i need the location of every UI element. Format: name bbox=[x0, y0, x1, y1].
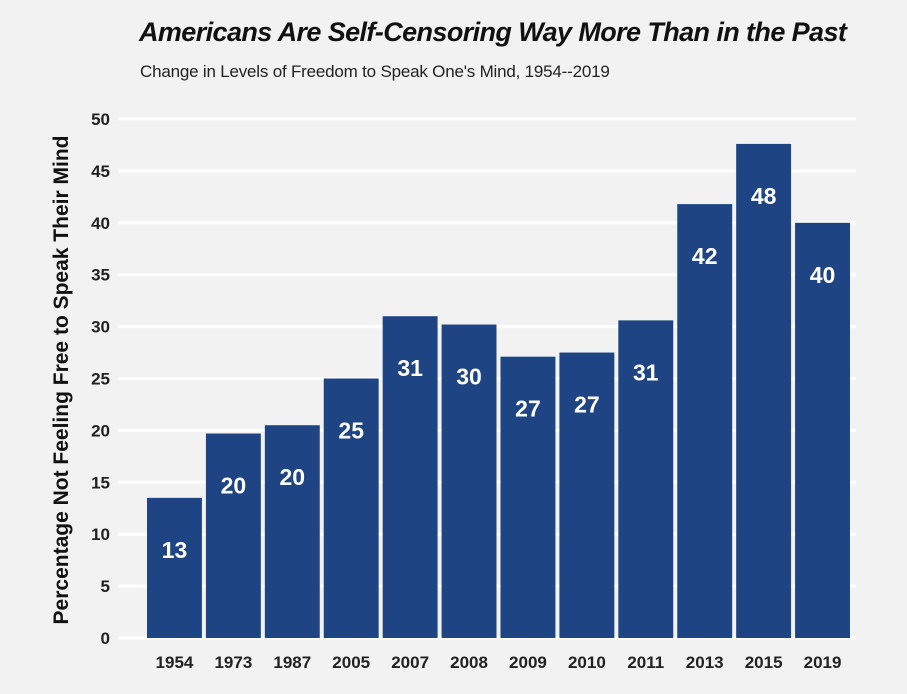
y-tick-label: 45 bbox=[91, 162, 110, 181]
x-tick-label: 2007 bbox=[391, 653, 429, 672]
chart-title: Americans Are Self-Censoring Way More Th… bbox=[139, 17, 847, 47]
y-tick-label: 35 bbox=[91, 266, 110, 285]
y-tick-label: 15 bbox=[91, 473, 110, 492]
x-tick-label: 2005 bbox=[332, 653, 370, 672]
y-tick-label: 25 bbox=[91, 370, 110, 389]
bar bbox=[264, 425, 320, 638]
data-label: 31 bbox=[397, 355, 423, 381]
x-tick-label: 1987 bbox=[273, 653, 311, 672]
data-label: 20 bbox=[279, 464, 305, 490]
y-axis-ticks: 0 5 10 15 20 25 30 35 40 45 50 bbox=[91, 110, 110, 648]
x-axis-ticks: 1954 1973 1987 2005 2007 2008 2009 2010 2011 2013… bbox=[156, 653, 842, 672]
data-label: 42 bbox=[692, 243, 718, 269]
x-tick-label: 2010 bbox=[568, 653, 606, 672]
chart-subtitle: Change in Levels of Freedom to Speak One… bbox=[140, 62, 610, 81]
data-labels: 13 20 20 25 31 30 27 27 31 42 48 40 bbox=[162, 183, 836, 563]
x-tick-label: 2013 bbox=[686, 653, 724, 672]
x-tick-label: 2008 bbox=[450, 653, 488, 672]
y-tick-label: 20 bbox=[91, 421, 110, 440]
bars bbox=[147, 143, 850, 639]
bar bbox=[677, 204, 733, 638]
x-tick-label: 2015 bbox=[745, 653, 783, 672]
y-tick-label: 0 bbox=[101, 629, 110, 648]
x-tick-label: 1973 bbox=[214, 653, 252, 672]
y-tick-label: 5 bbox=[101, 577, 110, 596]
data-label: 27 bbox=[515, 396, 541, 422]
data-label: 40 bbox=[810, 262, 836, 288]
bar bbox=[618, 320, 674, 638]
y-tick-label: 10 bbox=[91, 525, 110, 544]
x-tick-label: 1954 bbox=[156, 653, 194, 672]
data-label: 30 bbox=[456, 364, 482, 390]
x-tick-label: 2019 bbox=[804, 653, 842, 672]
bar bbox=[500, 356, 556, 638]
data-label: 20 bbox=[221, 473, 247, 499]
bar bbox=[441, 324, 497, 638]
y-tick-label: 30 bbox=[91, 318, 110, 337]
bar bbox=[736, 143, 792, 639]
x-tick-label: 2011 bbox=[627, 653, 664, 672]
bar bbox=[323, 378, 379, 638]
data-label: 27 bbox=[574, 392, 600, 418]
data-label: 48 bbox=[751, 183, 777, 209]
x-tick-label: 2009 bbox=[509, 653, 547, 672]
bar bbox=[205, 433, 261, 638]
bar bbox=[795, 222, 850, 639]
bar bbox=[147, 497, 202, 638]
data-label: 13 bbox=[162, 537, 188, 563]
y-tick-label: 50 bbox=[91, 110, 110, 129]
data-label: 25 bbox=[338, 418, 364, 444]
bar bbox=[382, 316, 438, 638]
bar bbox=[559, 352, 615, 638]
y-tick-label: 40 bbox=[91, 214, 110, 233]
data-label: 31 bbox=[633, 359, 659, 385]
